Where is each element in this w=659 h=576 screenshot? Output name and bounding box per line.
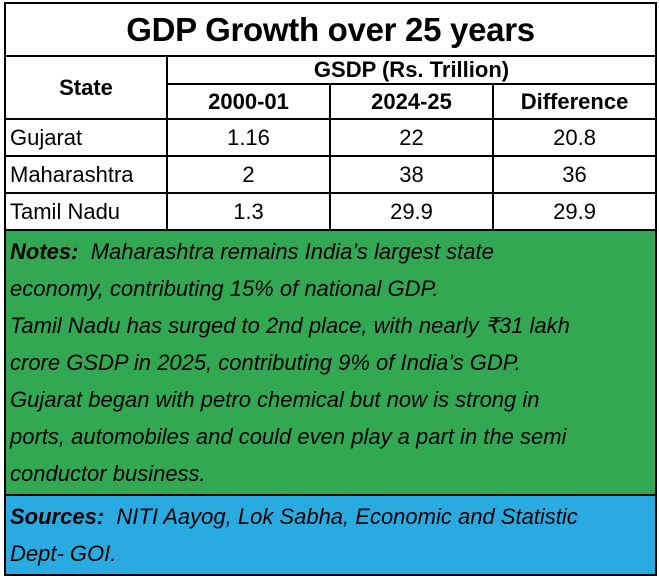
sources-label: Sources: xyxy=(10,504,105,529)
notes-label: Notes: xyxy=(10,239,79,264)
value-cell: 2 xyxy=(166,155,331,194)
notes-line: economy, contributing 15% of national GD… xyxy=(10,276,439,301)
notes-line: Gujarat began with petro chemical but no… xyxy=(10,387,540,412)
notes-line: crore GSDP in 2025, contributing 9% of I… xyxy=(10,350,521,375)
table-row: Maharashtra 2 38 36 xyxy=(4,155,658,194)
table-title: GDP Growth over 25 years xyxy=(3,2,658,57)
notes-text: Maharashtra remains India’s largest stat… xyxy=(90,239,494,264)
notes-section: Notes: Maharashtra remains India’s large… xyxy=(3,229,658,496)
state-cell: Maharashtra xyxy=(4,155,168,194)
notes-line: ports, automobiles and could even play a… xyxy=(10,424,567,449)
sources-text: NITI Aayog, Lok Sabha, Economic and Stat… xyxy=(116,504,578,529)
table-row: Gujarat 1.16 22 20.8 xyxy=(4,118,658,157)
value-cell: 1.16 xyxy=(166,118,331,157)
gdp-table: GDP Growth over 25 years State GSDP (Rs.… xyxy=(3,2,658,576)
state-cell: Gujarat xyxy=(4,118,168,157)
value-cell: 29.9 xyxy=(491,192,658,231)
value-cell: 22 xyxy=(329,118,494,157)
sources-line: Sources: NITI Aayog, Lok Sabha, Economic… xyxy=(10,498,651,535)
value-cell: 20.8 xyxy=(491,118,658,157)
column-header-difference: Difference xyxy=(491,83,658,120)
value-cell: 36 xyxy=(491,155,658,194)
notes-line: Notes: Maharashtra remains India’s large… xyxy=(10,233,651,270)
gdp-table-container: GDP Growth over 25 years State GSDP (Rs.… xyxy=(3,2,658,576)
state-cell: Tamil Nadu xyxy=(4,192,168,231)
value-cell: 1.3 xyxy=(166,192,331,231)
notes-line: Tamil Nadu has surged to 2nd place, with… xyxy=(10,313,570,338)
column-header-2024-25: 2024-25 xyxy=(329,83,494,120)
column-header-2000-01: 2000-01 xyxy=(166,83,331,120)
state-header: State xyxy=(4,55,168,120)
notes-line: conductor business. xyxy=(10,461,206,486)
gsdp-group-header: GSDP (Rs. Trillion) xyxy=(165,55,658,85)
sources-section: Sources: NITI Aayog, Lok Sabha, Economic… xyxy=(3,494,658,576)
value-cell: 38 xyxy=(329,155,494,194)
value-cell: 29.9 xyxy=(329,192,494,231)
sources-line: Dept- GOI. xyxy=(10,541,117,566)
table-row: Tamil Nadu 1.3 29.9 29.9 xyxy=(4,192,658,231)
